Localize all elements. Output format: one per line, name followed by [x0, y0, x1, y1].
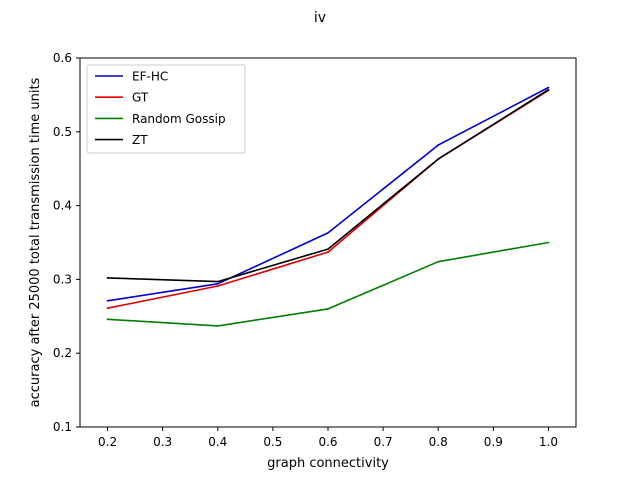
y-tick-label: 0.1 [53, 420, 72, 434]
data-point-ef-hc [547, 86, 550, 89]
data-point-gt [106, 307, 109, 310]
legend: EF-HC GT Random Gossip ZT [86, 64, 246, 154]
y-tick-label: 0.4 [53, 199, 72, 213]
data-point-random-gossip [547, 241, 550, 244]
legend-label-ef-hc: EF-HC [132, 70, 168, 84]
y-tick-label: 0.2 [53, 346, 72, 360]
data-point-zt [106, 277, 109, 279]
x-tick-label: 0.9 [484, 435, 503, 449]
legend-label-zt: ZT [132, 133, 148, 147]
y-axis-label: accuracy after 25000 total transmission … [28, 77, 43, 407]
y-tick-label: 0.3 [53, 272, 72, 286]
data-point-ef-hc [216, 282, 219, 285]
legend-label-gt: GT [132, 91, 149, 105]
data-point-zt [437, 158, 440, 161]
x-tick-label: 0.2 [98, 435, 117, 449]
x-axis: 0.2 0.3 0.4 0.5 0.6 0.7 0.8 0.9 1.0 [98, 427, 558, 449]
x-tick-label: 0.7 [374, 435, 393, 449]
x-tick-label: 1.0 [539, 435, 558, 449]
data-point-ef-hc [327, 232, 329, 234]
x-tick-label: 0.3 [153, 435, 172, 449]
data-point-random-gossip [327, 308, 329, 310]
chart-title: iv [314, 10, 326, 26]
data-point-random-gossip [437, 260, 440, 263]
series-line-random-gossip [107, 241, 549, 327]
data-point-zt [216, 280, 219, 283]
plot-area [106, 86, 550, 327]
data-point-gt [327, 251, 329, 253]
data-point-ef-hc [106, 299, 109, 302]
x-tick-label: 0.5 [263, 435, 282, 449]
x-tick-label: 0.6 [318, 435, 337, 449]
data-point-random-gossip [106, 318, 109, 321]
x-tick-label: 0.8 [429, 435, 448, 449]
legend-label-random-gossip: Random Gossip [132, 112, 226, 126]
legend-box [86, 64, 246, 154]
data-point-random-gossip [216, 324, 219, 327]
data-point-gt [216, 285, 219, 287]
y-axis: 0.1 0.2 0.3 0.4 0.5 0.6 [53, 51, 80, 434]
data-point-ef-hc [437, 144, 440, 146]
data-point-zt [327, 248, 329, 251]
data-point-zt [547, 88, 550, 91]
x-axis-label: graph connectivity [267, 456, 389, 471]
y-tick-label: 0.5 [53, 125, 72, 139]
y-tick-label: 0.6 [53, 51, 72, 65]
x-tick-label: 0.4 [208, 435, 227, 449]
